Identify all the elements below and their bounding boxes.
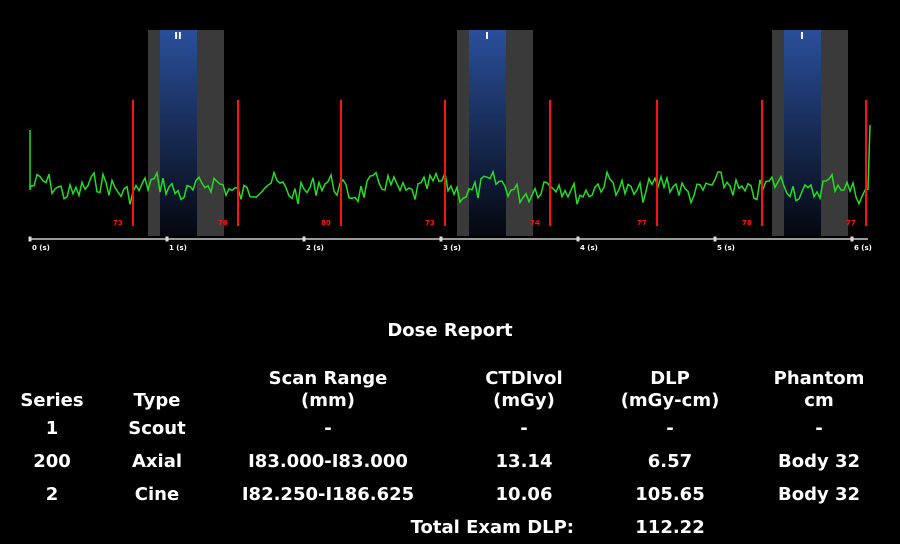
axis-tick-label: 1 (s) <box>169 244 187 252</box>
table-row: 2 Cine I82.250-I186.625 10.06 105.65 Body 32 <box>0 478 900 511</box>
heart-rate-label: 78 <box>742 219 752 227</box>
cell: 6.57 <box>647 450 693 472</box>
table-row: 1 Scout - - - - <box>0 412 900 445</box>
heart-rate-label: 73 <box>113 219 123 227</box>
cell: - <box>815 417 823 439</box>
axis-tick <box>850 236 854 242</box>
axis-tick <box>713 236 717 242</box>
cell: 2 <box>45 483 59 505</box>
cell: 1 <box>45 417 59 439</box>
acquisition-label: I <box>800 31 804 42</box>
ecg-timeline: II I I73 76 80 73 74 77 78 770 (s) 1 (s) 2 (s) 3 (s)… <box>28 30 872 252</box>
total-row: Total Exam DLP: 112.22 <box>0 511 900 544</box>
axis-tick <box>165 236 169 242</box>
dose-table: Series Type Scan Range (mm) CTDIvol (mGy) … <box>0 352 900 544</box>
total-value: 112.22 <box>635 516 705 538</box>
cell: 13.14 <box>495 450 553 472</box>
col-series: Series <box>20 390 84 411</box>
axis-tick-label: 2 (s) <box>306 244 324 252</box>
cell: Body 32 <box>777 483 861 505</box>
heart-rate-label: 76 <box>218 219 228 227</box>
heart-rate-label: 77 <box>846 219 856 227</box>
axis-tick-label: 0 (s) <box>32 244 50 252</box>
heart-rate-label: 80 <box>321 219 331 227</box>
ecg-trace <box>29 124 871 206</box>
axis-tick <box>439 236 443 242</box>
col-type: Type <box>133 390 181 411</box>
cell: - <box>666 417 674 439</box>
cell: I83.000-I83.000 <box>248 450 408 472</box>
heart-rate-label: 77 <box>637 219 647 227</box>
cell: 10.06 <box>495 483 553 505</box>
axis-tick-label: 4 (s) <box>580 244 598 252</box>
axis-tick <box>28 236 32 242</box>
col-ctdivol: CTDIvol (mGy) <box>485 368 563 411</box>
axis-tick-label: 3 (s) <box>443 244 461 252</box>
col-dlp: DLP (mGy-cm) <box>620 368 720 411</box>
cell: Scout <box>128 417 186 439</box>
acquisition-label: II <box>174 31 181 42</box>
exposure-window <box>784 30 821 236</box>
report-title: Dose Report <box>387 320 513 341</box>
cell: - <box>324 417 332 439</box>
exposure-window <box>160 30 197 236</box>
axis-tick-label: 5 (s) <box>717 244 735 252</box>
total-label: Total Exam DLP: <box>410 516 574 538</box>
heart-rate-label: 74 <box>530 219 540 227</box>
acquisition-label: I <box>485 31 489 42</box>
heart-rate-label: 73 <box>425 219 435 227</box>
table-row: 200 Axial I83.000-I83.000 13.14 6.57 Body 32 <box>0 445 900 478</box>
header-row: Series Type Scan Range (mm) CTDIvol (mGy) … <box>0 352 900 412</box>
cell: 200 <box>33 450 71 472</box>
cell: I82.250-I186.625 <box>241 483 415 505</box>
col-scan-range: Scan Range (mm) <box>268 368 388 411</box>
cell: Body 32 <box>777 450 861 472</box>
cell: - <box>520 417 528 439</box>
col-phantom: Phantom cm <box>773 368 865 411</box>
exposure-window <box>469 30 506 236</box>
cell: Axial <box>131 450 183 472</box>
axis-tick <box>576 236 580 242</box>
cell: Cine <box>134 483 180 505</box>
axis-tick-label: 6 (s) <box>854 244 872 252</box>
cell: 105.65 <box>635 483 705 505</box>
axis-tick <box>302 236 306 242</box>
